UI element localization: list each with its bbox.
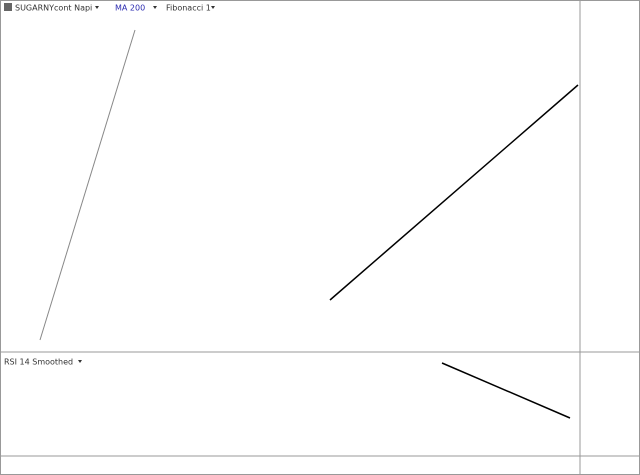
trend-line bbox=[441, 362, 571, 419]
trend-line bbox=[39, 29, 136, 341]
dropdown-arrow[interactable] bbox=[153, 6, 157, 9]
legend-entry[interactable]: MA 200 bbox=[115, 4, 145, 13]
legend-entry[interactable]: Fibonacci 1 bbox=[166, 4, 211, 13]
dropdown-arrow[interactable] bbox=[95, 6, 99, 9]
legend-entry[interactable]: SUGARNYcont Napi bbox=[15, 4, 92, 13]
panel-title[interactable]: RSI 14 Smoothed bbox=[4, 358, 73, 367]
dropdown-arrow[interactable] bbox=[211, 6, 215, 9]
trend-line bbox=[329, 84, 579, 301]
legend-icon bbox=[4, 3, 12, 11]
dropdown-arrow[interactable] bbox=[78, 360, 82, 363]
